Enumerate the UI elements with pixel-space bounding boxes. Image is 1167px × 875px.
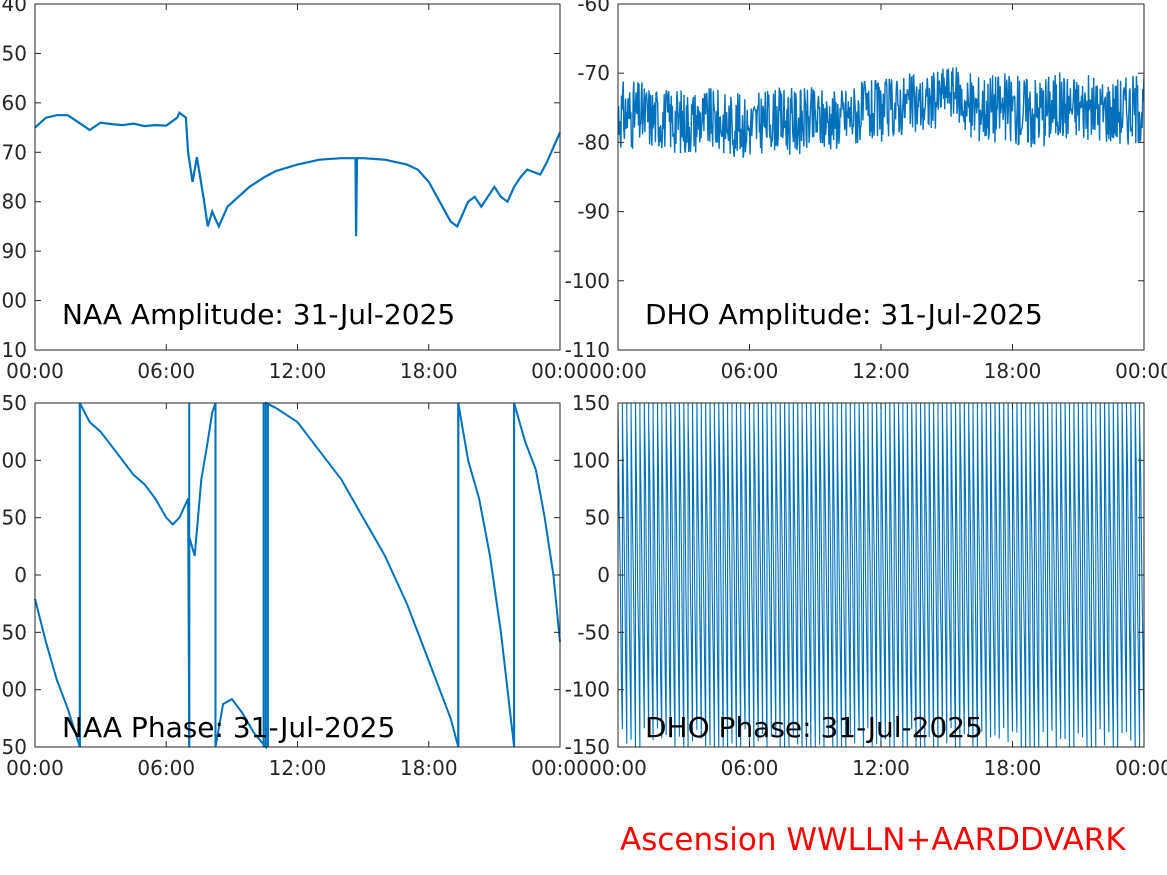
dho-phase-panel: 00:00 06:00 12:00 18:00 00:00 150 100 50 0 -50 -10… — [565, 391, 1167, 780]
x-tick-label: 18:00 — [984, 359, 1042, 383]
series-line — [618, 403, 1144, 747]
series-path — [618, 403, 1144, 747]
x-tick-label: 12:00 — [269, 756, 327, 780]
y-tick-label: 50 — [2, 506, 27, 530]
x-tick-label: 06:00 — [137, 756, 195, 780]
naa-amplitude-plot-area: 00:00 06:00 12:00 18:00 00:00 40 50 60 70 80 90 00 1… — [2, 0, 589, 383]
y-tick-label: 50 — [2, 41, 27, 65]
x-tick-label: 00:00 — [531, 756, 589, 780]
series-line — [35, 113, 560, 237]
station-credit-label: Ascension WWLLN+AARDDVARK — [620, 822, 1126, 858]
naa-amplitude-panel: 00:00 06:00 12:00 18:00 00:00 40 50 60 70 80 90 00 1… — [2, 0, 589, 383]
x-tick-label: 18:00 — [984, 756, 1042, 780]
x-tick-label: 00:00 — [589, 756, 647, 780]
dho-phase-title: DHO Phase: 31-Jul-2025 — [645, 711, 983, 744]
y-tick-label: 80 — [2, 190, 27, 214]
naa-phase-title: NAA Phase: 31-Jul-2025 — [62, 711, 395, 744]
x-tick-label: 00:00 — [6, 359, 64, 383]
y-tick-label: -150 — [565, 735, 610, 759]
dho-amplitude-panel: 00:00 06:00 12:00 18:00 00:00 -60 -70 -80 -90 -10… — [565, 0, 1167, 383]
series-line — [618, 67, 1144, 158]
y-tick-label: 00 — [2, 448, 27, 472]
x-tick-label: 12:00 — [269, 359, 327, 383]
y-tick-label: 70 — [2, 140, 27, 164]
dho-amplitude-plot-area: 00:00 06:00 12:00 18:00 00:00 -60 -70 -80 -90 -10… — [565, 0, 1167, 383]
x-tick-label: 00:00 — [6, 756, 64, 780]
y-tick-label: -70 — [577, 61, 610, 85]
y-tick-label: 50 — [585, 506, 610, 530]
x-tick-label: 12:00 — [852, 756, 910, 780]
y-tick-label: 50 — [2, 391, 27, 415]
x-tick-label: 18:00 — [400, 756, 458, 780]
x-tick-label: 00:00 — [531, 359, 589, 383]
series-path — [35, 113, 560, 237]
y-tick-label: -50 — [577, 620, 610, 644]
y-tick-label: -80 — [577, 130, 610, 154]
x-tick-label: 00:00 — [1115, 756, 1167, 780]
y-tick-label: 100 — [572, 448, 610, 472]
x-tick-label: 18:00 — [400, 359, 458, 383]
naa-amplitude-title: NAA Amplitude: 31-Jul-2025 — [62, 298, 455, 331]
y-tick-label: 00 — [2, 289, 27, 313]
series-path — [35, 403, 560, 747]
y-tick-label: -60 — [577, 0, 610, 16]
y-tick-label: 0 — [597, 563, 610, 587]
x-tick-label: 12:00 — [852, 359, 910, 383]
y-tick-label: 40 — [2, 0, 27, 16]
x-tick-label: 06:00 — [137, 359, 195, 383]
y-tick-label: 60 — [2, 91, 27, 115]
y-tick-label: -110 — [565, 338, 610, 362]
axes-box — [34, 402, 561, 748]
y-tick-label: 50 — [2, 620, 27, 644]
y-tick-label: 10 — [2, 338, 27, 362]
y-tick-label: 150 — [572, 391, 610, 415]
y-tick-label: 50 — [2, 735, 27, 759]
y-tick-label: 00 — [2, 678, 27, 702]
y-tick-label: -90 — [577, 200, 610, 224]
dho-amplitude-title: DHO Amplitude: 31-Jul-2025 — [645, 298, 1043, 331]
y-tick-label: -100 — [565, 269, 610, 293]
dho-phase-plot-area: 00:00 06:00 12:00 18:00 00:00 150 100 50 0 -50 -10… — [565, 391, 1167, 780]
y-tick-label: 90 — [2, 239, 27, 263]
x-tick-label: 06:00 — [721, 359, 779, 383]
x-tick-label: 00:00 — [589, 359, 647, 383]
y-tick-label: 0 — [14, 563, 27, 587]
series-path — [618, 67, 1144, 158]
x-tick-label: 06:00 — [721, 756, 779, 780]
series-line — [35, 403, 560, 747]
x-tick-label: 00:00 — [1115, 359, 1167, 383]
y-tick-label: -100 — [565, 678, 610, 702]
